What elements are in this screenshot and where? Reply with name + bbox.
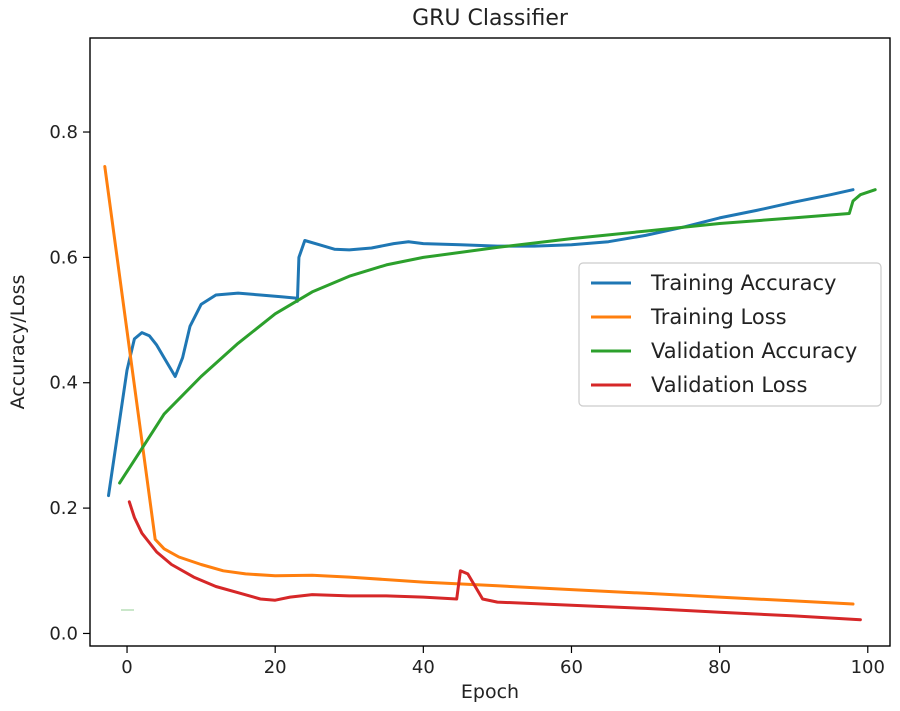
series-line-training-loss: [103, 165, 855, 606]
series-line-validation-accuracy: [118, 188, 877, 485]
chart-title: GRU Classifier: [412, 6, 569, 31]
x-axis: 0 20 40 60 80 100: [121, 646, 885, 678]
y-tick-label: 0.4: [49, 373, 78, 394]
y-axis: 0.0 0.2 0.4 0.6 0.8: [49, 122, 90, 644]
y-tick-label: 0.8: [49, 122, 78, 143]
legend: Training Accuracy Training Loss Validation…: [578, 262, 882, 407]
x-tick-label: 100: [851, 657, 885, 678]
x-tick-label: 0: [121, 657, 132, 678]
y-axis-title: Accuracy/Loss: [7, 275, 29, 410]
series-line-training-accuracy: [107, 188, 855, 498]
x-axis-title: Epoch: [461, 681, 519, 703]
legend-label: Training Accuracy: [650, 271, 836, 295]
y-tick-label: 0.0: [49, 623, 78, 644]
legend-label: Validation Loss: [651, 373, 807, 397]
x-tick-label: 20: [264, 657, 287, 678]
legend-label: Validation Accuracy: [651, 339, 857, 363]
y-tick-label: 0.2: [49, 498, 78, 519]
x-tick-label: 40: [412, 657, 435, 678]
legend-label: Training Loss: [650, 305, 787, 329]
x-tick-label: 80: [708, 657, 731, 678]
x-tick-label: 60: [560, 657, 583, 678]
legend-box: [578, 262, 882, 407]
series-line-validation-loss: [127, 500, 862, 622]
plot-area: [103, 165, 877, 622]
plot-frame: [89, 37, 891, 647]
y-tick-label: 0.6: [49, 247, 78, 268]
